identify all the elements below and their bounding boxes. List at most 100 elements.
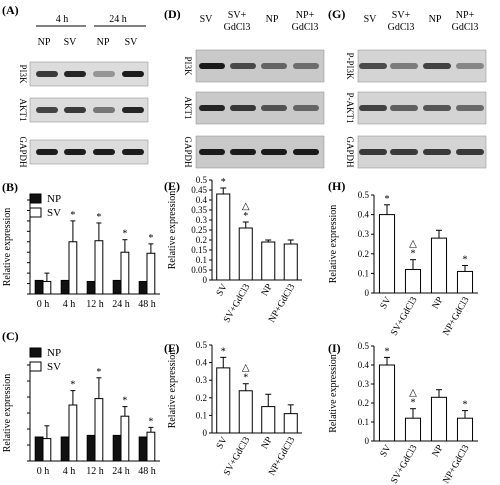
y-tick-label: 0.35 (191, 205, 207, 215)
bar-sv (120, 415, 130, 462)
y-tick-label: 0 (365, 436, 370, 446)
significance-mark: * (148, 233, 153, 244)
bar (430, 237, 448, 294)
y-tick-label: 0 (365, 288, 370, 298)
bar (404, 268, 422, 294)
chart-h: (H) Relative expression 0 0.1 0.2 0.3 0.4 0.5 * S… (328, 179, 478, 338)
y-axis-label: Relative expression (2, 208, 13, 287)
blot-band (36, 149, 58, 155)
blot-row-label: P-AKT1 (345, 93, 355, 124)
bar (216, 193, 231, 281)
blot-row-label: GAPDH (345, 136, 355, 168)
legend-label: SV (47, 361, 61, 373)
bar (378, 364, 396, 442)
lane-label: SV+ (228, 10, 247, 21)
lane-label: NP (266, 14, 279, 25)
lane-label: NP+ (296, 10, 315, 21)
lane-label: GdCl3 (224, 22, 251, 33)
x-tick-label: SV (379, 443, 394, 459)
y-tick-label: 0 (203, 275, 208, 285)
y-tick-label: 0.5 (196, 175, 208, 185)
legend: NP SV (29, 193, 61, 219)
blot-band (359, 105, 387, 111)
significance-mark: * (96, 367, 101, 378)
bar (261, 406, 276, 434)
y-tick-label: 0.25 (191, 225, 207, 235)
legend: NP SV (29, 347, 61, 373)
x-tick-label: 0 h (37, 299, 50, 310)
significance-mark: * (70, 380, 75, 391)
blot-band (230, 105, 256, 111)
significance-mark: * (411, 249, 416, 260)
blot-band (93, 107, 115, 113)
lane-label: SV+ (392, 10, 411, 21)
significance-mark: * (385, 194, 390, 205)
significance-mark: * (411, 398, 416, 409)
bar-sv (146, 431, 156, 462)
y-tick-label: 0.5 (196, 340, 208, 350)
y-tick-label: 0.5 (358, 341, 370, 351)
lane-label: GdCl3 (388, 22, 415, 33)
bar (430, 396, 448, 442)
x-tick-label: 0 h (37, 466, 50, 477)
panel-letter: (A) (2, 3, 19, 17)
blot-band (199, 105, 225, 111)
panel-letter: (D) (164, 7, 181, 21)
x-tick-label: SV (379, 295, 394, 311)
lane-label: SV (64, 37, 78, 48)
bar-sv (68, 404, 78, 462)
panel-letter: (F) (164, 341, 179, 355)
significance-mark: △ (242, 363, 250, 374)
bar-sv (42, 438, 52, 462)
blot-band (423, 149, 451, 155)
y-axis-label: Relative expression (328, 354, 339, 433)
panel-letter: (H) (328, 179, 345, 193)
blot-band (293, 63, 319, 69)
blot-row-label: AKT1 (183, 97, 193, 120)
bar (261, 241, 276, 281)
bar (283, 243, 298, 281)
bar-sv (94, 398, 104, 462)
blot-band (122, 149, 144, 155)
y-axis-label: Relative expression (167, 191, 178, 270)
bar-np (34, 279, 44, 295)
y-axis-label: Relative expression (167, 350, 178, 429)
chart-b: (B)Relative expression00.10.20.30.40.50.… (2, 180, 160, 310)
bar (283, 413, 298, 434)
blot-band (261, 105, 287, 111)
panel-letter: (I) (328, 341, 341, 355)
bar-np (112, 279, 122, 295)
x-tick-label: 12 h (86, 466, 104, 477)
y-tick-label: 0.1 (196, 410, 207, 420)
bar-np (34, 436, 44, 462)
y-tick-label: 0.1 (196, 255, 207, 265)
bar (238, 227, 253, 281)
blot-band (93, 149, 115, 155)
time-group-label: 24 h (109, 14, 127, 25)
x-tick-label: 48 h (138, 299, 156, 310)
bar-sv (68, 241, 78, 295)
y-tick-label: 0.4 (358, 360, 370, 370)
time-group-label: 4 h (56, 14, 69, 25)
legend-swatch (29, 207, 42, 218)
blot-band (456, 149, 484, 155)
y-tick-label: 0.4 (196, 358, 208, 368)
y-tick-label: 0.2 (196, 393, 207, 403)
blot-band (261, 63, 287, 69)
blot-band (230, 149, 256, 155)
chart-c: (C)Relative expression00.10.20.30.40.50.… (2, 329, 160, 477)
lane-label: NP (38, 37, 51, 48)
blot-band (93, 71, 115, 77)
x-tick-label: NP+GdCl3 (442, 295, 472, 337)
y-tick-label: 0.3 (196, 375, 208, 385)
lane-label: SV (200, 14, 214, 25)
significance-mark: * (148, 416, 153, 427)
significance-mark: △ (409, 388, 417, 399)
bar (378, 214, 396, 294)
bar-np (60, 436, 70, 462)
significance-mark: * (463, 255, 468, 266)
panel-letter: (C) (2, 329, 19, 343)
significance-mark: * (221, 346, 226, 357)
